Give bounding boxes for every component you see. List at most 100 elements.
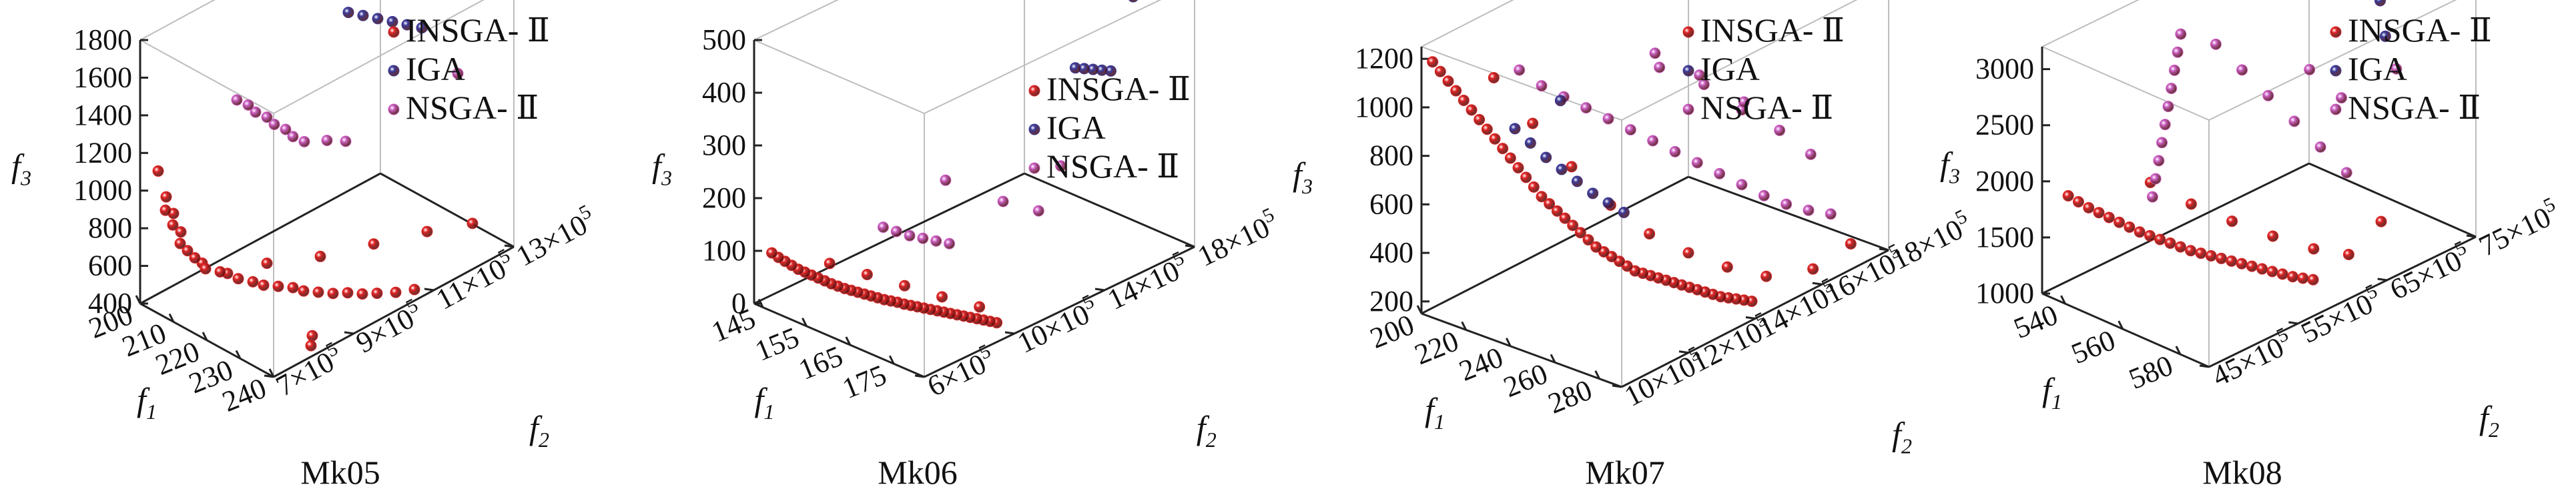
z-ticks: 200 400 600 800 1000 1200 (1355, 42, 1429, 318)
data-point-insga (421, 225, 433, 237)
data-point-nsga (2153, 155, 2165, 167)
data-point-iga (386, 16, 398, 27)
scatter3d-svg: 400 600 800 1000 1200 1400 1600 1800 20021022023… (11, 0, 601, 491)
x-axis-label: f1 (2042, 371, 2062, 414)
legend-marker (1028, 85, 1040, 97)
legend-label: INSGA- Ⅱ (2348, 11, 2492, 49)
data-point-insga (287, 282, 299, 294)
data-point-insga (1590, 241, 1602, 253)
data-point-insga (232, 273, 244, 285)
data-point-iga (1556, 163, 1568, 175)
data-point-insga (861, 269, 873, 281)
z-tick-label: 0 (731, 287, 746, 320)
data-point-nsga (340, 135, 352, 147)
z-tick-label: 1200 (73, 136, 132, 169)
data-point-insga (298, 285, 310, 297)
data-point-insga (466, 217, 478, 229)
data-point-insga (305, 340, 317, 352)
data-point-insga (1567, 219, 1579, 231)
chart-panel-mk06: 0 100 200 300 400 500 145 155 165 175 6×105 10×105 1… (641, 0, 1284, 495)
data-point-nsga (452, 67, 464, 79)
y-tick-label: 75×105 (2473, 193, 2565, 263)
axis-box-back (753, 0, 1195, 377)
data-point-nsga (2390, 63, 2402, 75)
z-tick-label: 400 (702, 76, 746, 109)
data-point-insga (1559, 212, 1571, 224)
data-points (2062, 0, 2402, 286)
z-axis-label: f3 (652, 147, 672, 189)
data-point-insga (2256, 263, 2268, 275)
data-point-insga (2226, 255, 2238, 267)
data-point-nsga (1691, 157, 1703, 169)
data-point-insga (2164, 237, 2176, 250)
data-point-nsga (2262, 89, 2274, 101)
data-point-nsga (242, 99, 254, 111)
y-tick-label: 10×105 (1011, 290, 1104, 360)
data-point-insga (974, 301, 986, 313)
data-point-iga (2374, 0, 2386, 7)
data-point-insga (167, 219, 179, 231)
x-tick-label: 175 (838, 358, 891, 405)
z-axis-label: f3 (1940, 145, 1960, 187)
data-point-insga (1474, 113, 1486, 125)
y-tick-label: 55×105 (2294, 280, 2387, 350)
data-point-insga (1551, 205, 1563, 217)
chart-panel-mk08: 1000 1500 2000 2500 3000 540 560 580 45×105 55×10… (1929, 0, 2576, 495)
data-point-nsga (321, 134, 333, 146)
data-point-iga (1587, 187, 1599, 199)
data-point-insga (1566, 161, 1578, 173)
data-point-insga (1536, 191, 1548, 203)
z-tick-label: 600 (1369, 187, 1413, 220)
data-point-insga (1504, 152, 1516, 164)
data-point-insga (408, 284, 420, 296)
data-point-insga (314, 250, 326, 262)
z-tick-label: 2000 (1975, 165, 2034, 197)
data-point-insga (327, 288, 339, 300)
data-point-insga (1488, 72, 1500, 84)
data-point-nsga (280, 123, 292, 135)
data-point-insga (1574, 227, 1586, 239)
data-point-insga (368, 238, 380, 250)
data-point-insga (2124, 221, 2136, 233)
x-axis-label: f1 (137, 381, 157, 424)
data-point-insga (214, 266, 226, 278)
data-point-nsga (298, 135, 310, 147)
data-point-nsga (1647, 135, 1659, 147)
z-tick-label: 400 (88, 287, 132, 320)
data-point-insga (2134, 226, 2146, 238)
data-point-insga (766, 247, 778, 259)
data-point-nsga (877, 221, 889, 233)
axis-box-back (139, 0, 515, 377)
data-point-insga (312, 286, 324, 298)
data-point-insga (160, 191, 172, 203)
legend-marker (2330, 26, 2342, 38)
data-point-nsga (2168, 64, 2180, 76)
x-tick-label: 240 (1455, 341, 1508, 388)
data-point-insga (1807, 263, 1819, 275)
data-point-insga (2266, 266, 2278, 278)
data-point-insga (2236, 258, 2248, 270)
z-tick-label: 400 (1369, 236, 1413, 269)
data-point-insga (2307, 274, 2319, 286)
z-tick-label: 1000 (1975, 277, 2034, 310)
data-point-nsga (930, 235, 942, 247)
data-point-insga (1427, 56, 1439, 68)
data-point-nsga (1736, 179, 1748, 191)
chart-panel-mk07: 200 400 600 800 1000 1200 200 220 240 260 280 10×10… (1281, 0, 1977, 495)
legend-label: NSGA- Ⅱ (2348, 89, 2481, 126)
data-point-insga (390, 286, 402, 298)
data-point-insga (898, 280, 910, 292)
y-tick-label: 13×105 (509, 200, 601, 272)
data-point-insga (1434, 65, 1446, 77)
data-point-nsga (1624, 124, 1636, 136)
data-point-nsga (2166, 82, 2178, 94)
z-tick-label: 1200 (1355, 42, 1413, 75)
data-point-iga (1524, 137, 1536, 149)
y-tick-label: 65×105 (2383, 236, 2476, 306)
